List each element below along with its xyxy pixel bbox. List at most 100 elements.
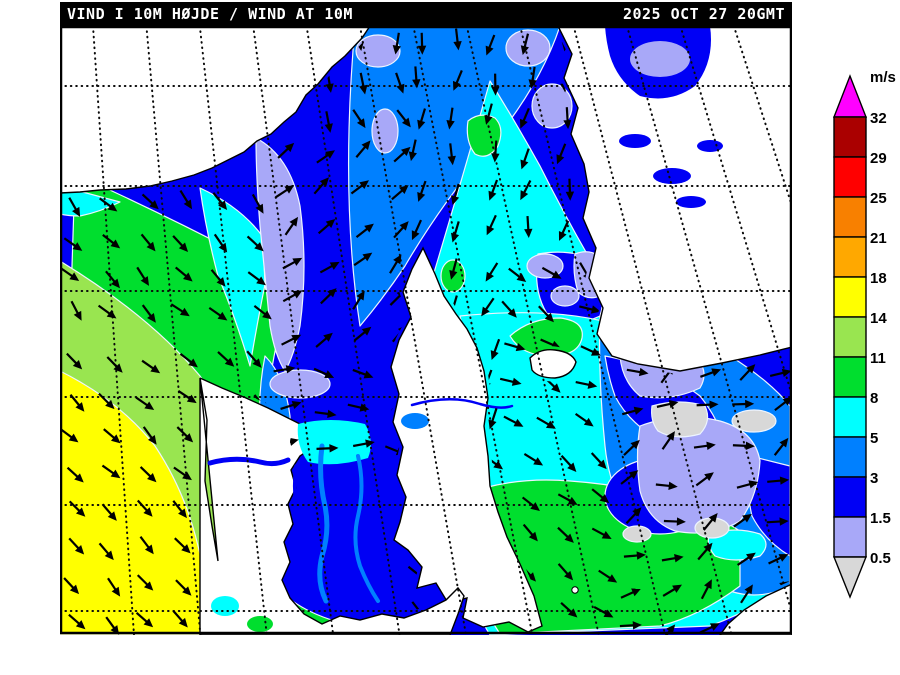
legend-band-label: 29 (870, 150, 887, 167)
wind-arrow (480, 564, 498, 580)
wind-arrow (355, 29, 364, 51)
wind-arrow (620, 470, 639, 485)
wind-arrow (452, 375, 461, 398)
wind-arrow (350, 180, 369, 195)
wind-arrow (538, 305, 554, 323)
wind-arrow (735, 290, 756, 301)
wind-arrow (214, 540, 234, 553)
wind-arrow (172, 500, 187, 519)
wind-arrow (449, 258, 458, 280)
wind-arrow (520, 148, 530, 170)
wind-arrow (484, 103, 493, 125)
wind-arrow (136, 266, 150, 286)
wind-map-canvas (60, 26, 792, 635)
wind-arrow (543, 376, 561, 393)
legend-band-label: 3 (870, 470, 878, 487)
wind-arrow (389, 254, 402, 274)
grid-meridian (252, 26, 335, 635)
wind-arrow (702, 512, 718, 531)
little-belt-channel (292, 464, 305, 576)
map-title: VIND I 10M HØJDE / WIND AT 10M (67, 5, 353, 23)
wind-arrow (213, 233, 228, 253)
wind-arrow (347, 403, 370, 412)
wind-arrow (417, 180, 427, 202)
wind-arrow (248, 610, 265, 628)
wind-arrow (68, 197, 81, 217)
legend-band (833, 116, 867, 158)
wind-arrow (353, 252, 373, 267)
field-lavender-top-2 (371, 108, 399, 154)
wind-arrow (739, 364, 756, 381)
wind-arrow (407, 452, 426, 467)
wind-arrow (560, 601, 578, 618)
wind-arrow (730, 328, 753, 338)
wind-arrow (355, 223, 374, 238)
legend-band-label: 18 (870, 270, 887, 287)
danish-bay-spot (211, 596, 239, 616)
wind-arrow (409, 334, 421, 355)
wind-arrow (449, 295, 458, 317)
wind-arrow (66, 466, 84, 483)
legend-band (833, 196, 867, 238)
swedish-river (410, 398, 514, 409)
wind-arrow (485, 262, 499, 282)
wind-arrow (501, 300, 517, 318)
wind-arrow (282, 290, 303, 303)
wind-arrow (736, 480, 759, 489)
wind-arrow (660, 365, 675, 384)
wind-arrow (284, 216, 299, 236)
legend-band-label: 1.5 (870, 510, 891, 527)
wind-arrow (412, 66, 421, 89)
grid-meridian (412, 26, 534, 635)
wind-arrow (623, 254, 642, 268)
wind-arrow (697, 542, 713, 561)
wind-arrow (732, 399, 755, 409)
lake-vanern (401, 413, 429, 429)
wind-arrow (451, 221, 460, 243)
finnish-lake-4 (676, 196, 706, 208)
wind-arrow (391, 324, 407, 343)
wind-arrow (451, 183, 460, 206)
field-lavender-finn-2 (531, 83, 573, 129)
finnish-lake-1 (619, 134, 651, 148)
wind-arrow (693, 441, 716, 450)
wind-arrow (213, 428, 231, 444)
wind-arrow (732, 441, 755, 451)
wind-arrow (141, 359, 161, 374)
wind-arrow (485, 34, 496, 56)
wind-arrow (172, 235, 189, 253)
field-cyan-coastal (199, 187, 273, 367)
wind-arrow (449, 489, 467, 506)
wind-arrow (657, 293, 680, 302)
wind-arrow (254, 575, 270, 593)
wind-arrow (325, 70, 334, 93)
wind-arrow (504, 342, 526, 352)
wind-arrow (662, 218, 685, 227)
wind-arrow (315, 332, 333, 348)
wind-arrow (281, 334, 302, 346)
wind-arrow (557, 493, 578, 505)
legend-unit-label: m/s (870, 69, 896, 86)
wind-arrow (524, 215, 533, 238)
wind-arrow (395, 72, 405, 94)
wind-arrow (410, 266, 422, 287)
wind-arrow (481, 527, 499, 545)
wind-map[interactable] (60, 26, 792, 635)
wind-arrow (320, 288, 337, 305)
legend-band (833, 276, 867, 318)
wind-arrow (136, 499, 153, 517)
wind-arrow (621, 406, 644, 416)
wind-arrow (656, 399, 679, 409)
wind-arrow (443, 339, 460, 357)
legend-canvas: m/s 32 29 25 21 18 14 11 8 5 3 1.5 0.5 (832, 69, 896, 599)
wind-arrow (319, 261, 340, 274)
wind-arrow (136, 574, 154, 591)
wind-arrow (68, 500, 86, 517)
wind-arrow (446, 456, 461, 475)
wind-arrow (352, 439, 375, 448)
wind-arrow (417, 108, 427, 130)
wind-arrow (771, 289, 792, 298)
wind-arrow (772, 333, 792, 342)
wind-arrow (446, 107, 455, 130)
